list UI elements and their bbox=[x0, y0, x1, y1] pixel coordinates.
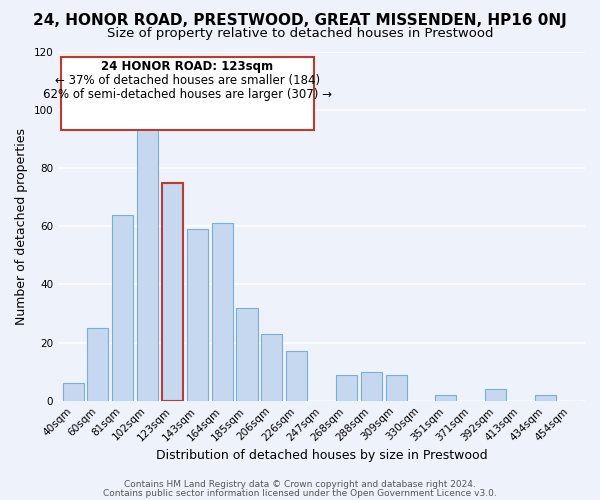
Text: ← 37% of detached houses are smaller (184): ← 37% of detached houses are smaller (18… bbox=[55, 74, 320, 87]
X-axis label: Distribution of detached houses by size in Prestwood: Distribution of detached houses by size … bbox=[156, 450, 487, 462]
FancyBboxPatch shape bbox=[61, 56, 314, 130]
Text: 62% of semi-detached houses are larger (307) →: 62% of semi-detached houses are larger (… bbox=[43, 88, 332, 101]
Bar bbox=[435, 395, 457, 401]
Bar bbox=[262, 334, 283, 401]
Y-axis label: Number of detached properties: Number of detached properties bbox=[15, 128, 28, 324]
Bar bbox=[137, 127, 158, 401]
Bar bbox=[485, 389, 506, 401]
Bar bbox=[336, 374, 357, 401]
Text: Contains HM Land Registry data © Crown copyright and database right 2024.: Contains HM Land Registry data © Crown c… bbox=[124, 480, 476, 489]
Bar bbox=[112, 214, 133, 401]
Text: Contains public sector information licensed under the Open Government Licence v3: Contains public sector information licen… bbox=[103, 488, 497, 498]
Bar bbox=[88, 328, 109, 401]
Text: 24 HONOR ROAD: 123sqm: 24 HONOR ROAD: 123sqm bbox=[101, 60, 274, 73]
Bar bbox=[535, 395, 556, 401]
Bar bbox=[286, 352, 307, 401]
Bar bbox=[162, 182, 183, 401]
Bar bbox=[62, 384, 83, 401]
Bar bbox=[187, 229, 208, 401]
Text: 24, HONOR ROAD, PRESTWOOD, GREAT MISSENDEN, HP16 0NJ: 24, HONOR ROAD, PRESTWOOD, GREAT MISSEND… bbox=[33, 12, 567, 28]
Bar bbox=[361, 372, 382, 401]
Bar bbox=[386, 374, 407, 401]
Text: Size of property relative to detached houses in Prestwood: Size of property relative to detached ho… bbox=[107, 28, 493, 40]
Bar bbox=[212, 224, 233, 401]
Bar bbox=[236, 308, 257, 401]
